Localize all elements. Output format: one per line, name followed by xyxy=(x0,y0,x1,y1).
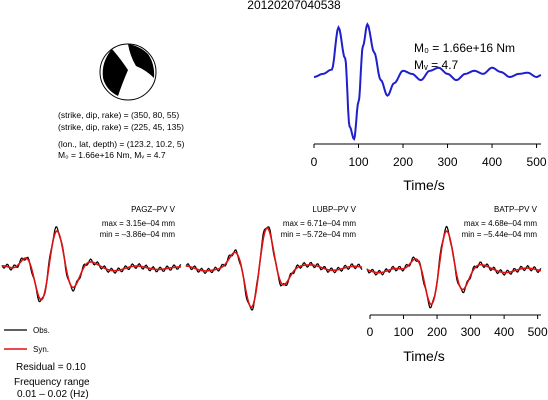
stf-m0-label: M₀ = 1.66e+16 Nm xyxy=(414,41,515,55)
event-moment: M₀ = 1.66e+16 Nm, Mᵥ = 4.7 xyxy=(58,150,166,160)
event-location: (lon., lat, depth) = (123.2, 10.2, 5) xyxy=(58,139,185,149)
focal-mechanism-beachball xyxy=(99,43,157,101)
station-batp-header: BATP–PV V max = 4.68e–04 mm min = –5.44e… xyxy=(462,205,538,239)
legend: Obs. Syn. xyxy=(4,326,50,354)
beachball-compression-lobe-right xyxy=(128,44,155,78)
legend-obs-label: Obs. xyxy=(33,326,50,335)
station-max-label: max = 4.68e–04 mm xyxy=(464,219,537,228)
waveform-panels xyxy=(1,225,542,311)
station-name-label: PAGZ–PV V xyxy=(131,205,176,214)
wave-x-tick-label: 100 xyxy=(394,325,414,339)
station-min-label: min = –3.86e–04 mm xyxy=(100,230,176,239)
stf-x-tick-label: 300 xyxy=(438,155,458,169)
stf-series-line xyxy=(313,22,542,141)
stf-x-axis-label: Time/s xyxy=(403,177,444,193)
station-1-synthetic-trace xyxy=(185,226,363,309)
station-name-label: BATP–PV V xyxy=(494,205,538,214)
wave-x-tick-label: 500 xyxy=(528,325,548,339)
wave-time-axis: 0 100 200 300 400 500 Time/s xyxy=(367,314,548,364)
wave-x-axis-label: Time/s xyxy=(403,348,444,364)
stf-panel: M₀ = 1.66e+16 Nm Mᵥ = 4.7 0 100 200 300 400 5… xyxy=(311,22,547,193)
station-max-label: max = 6.71e–04 mm xyxy=(283,219,356,228)
stf-x-tick-label: 200 xyxy=(393,155,413,169)
wave-x-tick-label: 200 xyxy=(427,325,447,339)
mechanism-plane-1: (strike, dip, rake) = (350, 80, 55) xyxy=(58,110,179,120)
beachball-compression-lobe-left xyxy=(102,49,128,96)
station-max-label: max = 3.15e–04 mm xyxy=(102,219,175,228)
stf-x-tick-label: 400 xyxy=(482,155,502,169)
wave-x-tick-label: 0 xyxy=(367,325,374,339)
station-min-label: min = –5.72e–04 mm xyxy=(281,230,357,239)
station-1-observed-trace xyxy=(185,226,363,311)
mechanism-plane-2: (strike, dip, rake) = (225, 45, 135) xyxy=(58,122,184,132)
station-lubp-header: LUBP–PV V max = 6.71e–04 mm min = –5.72e… xyxy=(281,205,357,239)
wave-x-tick-label: 300 xyxy=(461,325,481,339)
wave-x-tick-label: 400 xyxy=(494,325,514,339)
stf-x-tick-label: 0 xyxy=(311,155,318,169)
frequency-range-label: Frequency range xyxy=(14,377,90,388)
stf-mw-label: Mᵥ = 4.7 xyxy=(414,58,459,72)
station-min-label: min = –5.44e–04 mm xyxy=(462,230,538,239)
station-2-synthetic-trace xyxy=(366,230,542,306)
frequency-range-value: 0.01 – 0.02 (Hz) xyxy=(17,389,89,400)
station-name-label: LUBP–PV V xyxy=(312,205,356,214)
stf-x-tick-label: 100 xyxy=(348,155,368,169)
stf-x-tick-label: 500 xyxy=(527,155,547,169)
residual-label: Residual = 0.10 xyxy=(16,362,86,373)
figure-title: 20120207040538 xyxy=(247,0,341,12)
station-0-synthetic-trace xyxy=(2,230,181,301)
station-pagz-header: PAGZ–PV V max = 3.15e–04 mm min = –3.86e… xyxy=(100,205,176,239)
legend-syn-label: Syn. xyxy=(33,345,49,354)
